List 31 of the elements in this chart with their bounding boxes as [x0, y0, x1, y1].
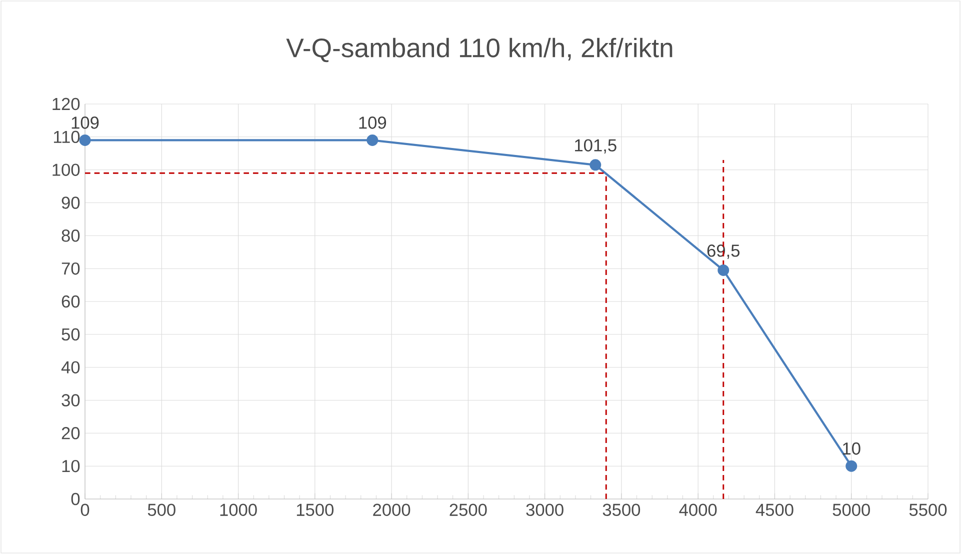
data-label: 109 — [359, 116, 386, 129]
y-tick-label: 110 — [54, 130, 80, 144]
y-tick-label: 30 — [62, 394, 80, 406]
x-tick-label: 5000 — [832, 504, 870, 516]
y-tick-label: 50 — [62, 328, 80, 341]
x-tick-label: 0 — [80, 504, 90, 516]
data-label: 10 — [843, 442, 860, 455]
y-tick-label: 100 — [52, 164, 80, 176]
x-tick-label: 5500 — [909, 504, 947, 516]
y-tick-label: 120 — [52, 98, 80, 110]
y-tick-label: 40 — [61, 361, 80, 374]
x-tick-label: 4000 — [679, 504, 717, 516]
y-tick-label: 20 — [62, 427, 80, 440]
data-label: 101,5 — [575, 139, 616, 154]
x-tick-label: 2000 — [373, 504, 410, 516]
x-tick-label: 1500 — [296, 504, 334, 516]
x-tick-label: 3000 — [526, 504, 564, 516]
x-tick-label: 3500 — [602, 504, 640, 516]
data-label: 109 — [72, 116, 99, 129]
y-tick-label: 90 — [62, 196, 80, 209]
chart-title: V-Q-samband 110 km/h, 2kf/riktn — [286, 38, 672, 62]
x-tick-label: 4500 — [756, 504, 794, 516]
x-tick-label: 2500 — [450, 504, 487, 516]
x-tick-label: 500 — [148, 504, 176, 516]
y-tick-label: 60 — [62, 295, 80, 308]
data-label: 69,5 — [707, 244, 740, 259]
y-tick-label: 10 — [62, 460, 80, 472]
y-tick-label: 70 — [62, 262, 80, 275]
x-tick-label: 1000 — [220, 504, 257, 516]
y-tick-label: 80 — [62, 230, 80, 242]
y-tick-label: 0 — [71, 492, 80, 506]
